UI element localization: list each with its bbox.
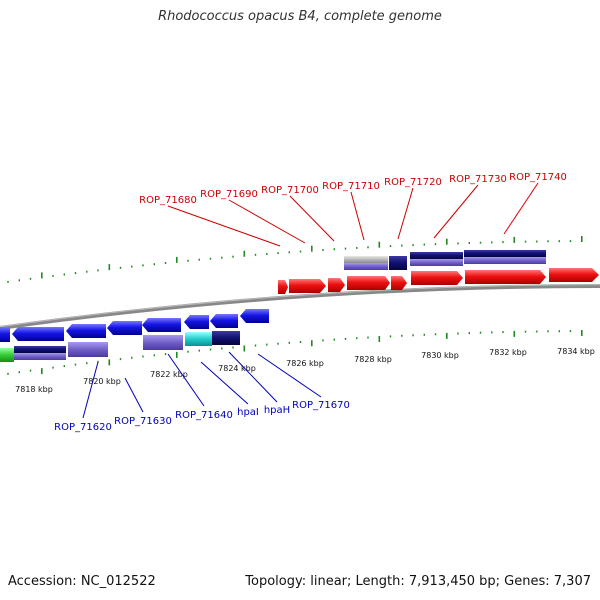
leader-line xyxy=(82,361,99,419)
forward-gene-arrow[interactable] xyxy=(328,278,345,292)
forward-gene-arrow[interactable] xyxy=(391,276,407,290)
reverse-gene-labels: ROP_71620 ROP_71630 ROP_71640 hpaI hpaH … xyxy=(54,400,350,433)
reverse-gene-leader-lines xyxy=(82,351,322,419)
leader-line xyxy=(350,191,365,241)
lower-tick-marks xyxy=(7,330,583,375)
gene-label[interactable]: hpaI xyxy=(237,407,259,418)
forward-gene-arrow[interactable] xyxy=(289,279,326,293)
axis-tick-labels: 7818 kbp 7820 kbp 7822 kbp 7824 kbp 7826… xyxy=(15,347,595,394)
feature-box[interactable] xyxy=(410,259,463,266)
reverse-gene-arrow[interactable] xyxy=(0,327,10,342)
feature-box[interactable] xyxy=(185,332,212,346)
forward-gene-arrow[interactable] xyxy=(278,280,288,294)
tick-label: 7818 kbp xyxy=(15,385,53,394)
leader-line xyxy=(167,353,205,407)
forward-gene-leader-lines xyxy=(167,182,539,247)
feature-box[interactable] xyxy=(389,256,407,270)
genome-title: Rhodococcus opacus B4, complete genome xyxy=(158,9,442,24)
reverse-gene-arrow[interactable] xyxy=(184,315,209,329)
leader-line xyxy=(167,205,281,247)
gene-label[interactable]: ROP_71730 xyxy=(449,174,507,185)
gene-label[interactable]: ROP_71720 xyxy=(384,177,442,188)
reverse-gene-arrow[interactable] xyxy=(210,314,238,328)
genome-backbone xyxy=(0,284,600,330)
feature-box[interactable] xyxy=(344,263,388,270)
reverse-gene-arrow[interactable] xyxy=(240,309,269,323)
gene-label[interactable]: ROP_71710 xyxy=(322,181,380,192)
gene-label[interactable]: ROP_71630 xyxy=(114,416,172,427)
reverse-gene-track xyxy=(0,309,269,342)
tick-label: 7832 kbp xyxy=(489,348,527,357)
reverse-feature-track xyxy=(0,331,240,362)
genome-summary-text: Topology: linear; Length: 7,913,450 bp; … xyxy=(245,574,591,589)
leader-line xyxy=(257,353,322,398)
leader-line xyxy=(503,182,539,235)
feature-box[interactable] xyxy=(14,353,66,360)
tick-label: 7826 kbp xyxy=(286,359,324,368)
forward-gene-arrow[interactable] xyxy=(347,276,390,290)
forward-gene-track xyxy=(278,268,599,294)
feature-box[interactable] xyxy=(464,250,546,257)
gene-label[interactable]: ROP_71700 xyxy=(261,185,319,196)
tick-label: 7820 kbp xyxy=(83,377,121,386)
tick-label: 7824 kbp xyxy=(218,364,256,373)
gene-label[interactable]: ROP_71740 xyxy=(509,172,567,183)
feature-box[interactable] xyxy=(14,346,66,353)
gene-label[interactable]: ROP_71680 xyxy=(139,195,197,206)
feature-box[interactable] xyxy=(344,256,388,263)
forward-gene-labels: ROP_71680 ROP_71690 ROP_71700 ROP_71710 … xyxy=(139,172,567,206)
gene-label[interactable]: hpaH xyxy=(264,405,290,416)
leader-line xyxy=(397,187,414,240)
forward-gene-arrow[interactable] xyxy=(411,271,463,285)
genome-backbone-highlight xyxy=(0,284,600,328)
tick-label: 7830 kbp xyxy=(421,351,459,360)
reverse-gene-arrow[interactable] xyxy=(12,327,64,341)
gene-label[interactable]: ROP_71690 xyxy=(200,189,258,200)
gene-label[interactable]: ROP_71670 xyxy=(292,400,350,411)
feature-box[interactable] xyxy=(464,257,546,264)
leader-line xyxy=(124,377,144,413)
feature-box[interactable] xyxy=(410,252,463,259)
gene-label[interactable]: ROP_71620 xyxy=(54,422,112,433)
leader-line xyxy=(289,195,335,242)
feature-box[interactable] xyxy=(212,331,240,345)
leader-line xyxy=(228,199,306,244)
reverse-gene-arrow[interactable] xyxy=(142,318,181,332)
gene-label[interactable]: ROP_71640 xyxy=(175,410,233,421)
tick-label: 7834 kbp xyxy=(557,347,595,356)
forward-feature-track xyxy=(344,250,546,270)
upper-tick-marks xyxy=(7,236,583,283)
leader-line xyxy=(200,361,249,405)
accession-text: Accession: NC_012522 xyxy=(8,574,156,589)
feature-box[interactable] xyxy=(68,342,108,357)
forward-gene-arrow[interactable] xyxy=(549,268,599,282)
forward-gene-arrow[interactable] xyxy=(465,270,546,284)
leader-line xyxy=(228,351,278,403)
reverse-gene-arrow[interactable] xyxy=(66,324,106,338)
leader-line xyxy=(433,184,479,239)
feature-box[interactable] xyxy=(143,335,183,350)
tick-label: 7822 kbp xyxy=(150,370,188,379)
reverse-gene-arrow[interactable] xyxy=(107,321,142,335)
tick-label: 7828 kbp xyxy=(354,355,392,364)
feature-box[interactable] xyxy=(0,348,14,362)
